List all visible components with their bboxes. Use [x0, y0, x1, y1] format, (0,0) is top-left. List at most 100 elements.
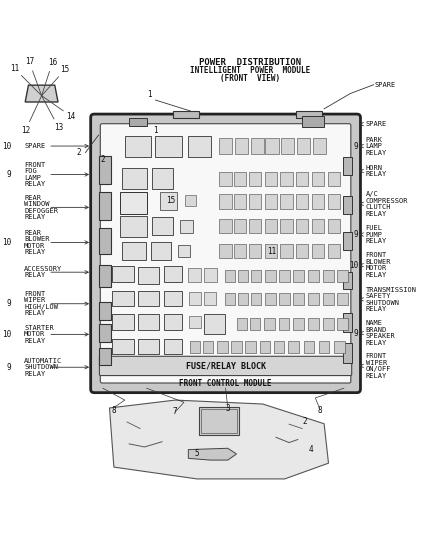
Bar [280, 172, 293, 186]
Bar [231, 341, 242, 353]
Text: 17: 17 [25, 58, 34, 67]
Bar [281, 139, 294, 154]
Bar [308, 270, 319, 282]
Text: 1: 1 [147, 90, 152, 99]
Bar [112, 291, 134, 306]
Bar [265, 293, 276, 305]
Text: FRONT
WIPER
HIGH/LOW
RELAY: FRONT WIPER HIGH/LOW RELAY [24, 291, 58, 317]
Bar [302, 117, 324, 127]
Bar [204, 292, 216, 304]
Bar [164, 338, 182, 354]
Bar [219, 172, 232, 186]
Polygon shape [110, 400, 328, 479]
Bar [188, 268, 201, 282]
Bar [217, 341, 228, 353]
Text: 9: 9 [6, 363, 11, 372]
Bar [323, 318, 334, 330]
Bar [164, 265, 182, 282]
Text: 11: 11 [267, 247, 276, 256]
Text: TRANSMISSION
SAFETY
SHUTDOWN
RELAY: TRANSMISSION SAFETY SHUTDOWN RELAY [366, 287, 417, 312]
Bar [328, 244, 340, 259]
Bar [99, 228, 111, 254]
Text: FRONT
WIPER
ON/OFF
RELAY: FRONT WIPER ON/OFF RELAY [366, 353, 391, 378]
Bar [328, 172, 340, 186]
Bar [99, 348, 111, 365]
Bar [343, 313, 352, 333]
Bar [293, 318, 304, 330]
Bar [304, 341, 314, 353]
Bar [204, 314, 225, 334]
Bar [308, 293, 319, 305]
Bar [293, 270, 304, 282]
Text: FUSE/RELAY BLOCK: FUSE/RELAY BLOCK [186, 361, 265, 370]
Text: 9: 9 [6, 299, 11, 308]
Text: 15: 15 [60, 65, 70, 74]
Bar [138, 267, 159, 284]
Text: 9: 9 [6, 170, 11, 179]
Text: FRONT
BLOWER
MOTOR
RELAY: FRONT BLOWER MOTOR RELAY [366, 253, 391, 278]
Bar [151, 243, 170, 260]
Bar [328, 195, 340, 209]
Bar [122, 168, 146, 189]
Polygon shape [25, 85, 58, 102]
Text: 8: 8 [112, 406, 116, 415]
FancyBboxPatch shape [99, 356, 352, 376]
Text: 13: 13 [54, 123, 63, 132]
Bar [312, 195, 324, 209]
Bar [225, 293, 235, 305]
Bar [343, 272, 352, 289]
Text: FRONT
FOG
LAMP
RELAY: FRONT FOG LAMP RELAY [24, 162, 46, 187]
Bar [99, 156, 111, 184]
Bar [312, 219, 324, 233]
Bar [120, 216, 147, 237]
Text: 2: 2 [101, 155, 105, 164]
Bar [225, 270, 235, 282]
Bar [293, 293, 304, 305]
Bar [319, 341, 329, 353]
Text: SPARE: SPARE [24, 143, 46, 149]
Bar [234, 172, 246, 186]
Bar [249, 195, 261, 209]
Text: HORN
RELAY: HORN RELAY [366, 165, 387, 177]
Bar [99, 302, 111, 320]
Bar [173, 110, 199, 118]
Bar [125, 135, 151, 157]
Bar [112, 265, 134, 282]
Text: A/C
COMPRESSOR
CLUTCH
RELAY: A/C COMPRESSOR CLUTCH RELAY [366, 191, 408, 216]
Text: 11: 11 [10, 64, 19, 73]
Bar [323, 293, 334, 305]
Bar [312, 244, 324, 259]
Text: 12: 12 [21, 126, 30, 135]
Text: 10: 10 [349, 261, 358, 270]
Bar [265, 219, 277, 233]
Bar [138, 291, 159, 306]
Text: STARTER
MOTOR
RELAY: STARTER MOTOR RELAY [24, 325, 54, 344]
Bar [297, 139, 310, 154]
Bar [152, 168, 173, 189]
Text: 2: 2 [77, 148, 81, 157]
Text: SPARE: SPARE [374, 82, 396, 88]
Bar [251, 293, 261, 305]
Text: REAR
WINDOW
DEFOGGER
RELAY: REAR WINDOW DEFOGGER RELAY [24, 195, 58, 220]
Bar [178, 245, 190, 257]
Bar [189, 316, 201, 328]
Bar [219, 219, 232, 233]
Text: POWER  DISTRIBUTION: POWER DISTRIBUTION [198, 59, 301, 68]
Bar [264, 318, 275, 330]
Bar [164, 291, 182, 306]
Bar [99, 192, 111, 220]
Bar [280, 195, 293, 209]
Text: 8: 8 [318, 406, 322, 415]
Text: 10: 10 [2, 142, 11, 150]
Text: FUEL
PUMP
RELAY: FUEL PUMP RELAY [366, 225, 387, 244]
Bar [99, 265, 111, 287]
Bar [279, 270, 290, 282]
Bar [265, 139, 279, 154]
Bar [296, 195, 308, 209]
Bar [99, 324, 111, 342]
Bar [201, 409, 237, 433]
Bar [279, 293, 290, 305]
Bar [245, 341, 256, 353]
Text: 7: 7 [173, 407, 177, 416]
Bar [152, 217, 173, 235]
